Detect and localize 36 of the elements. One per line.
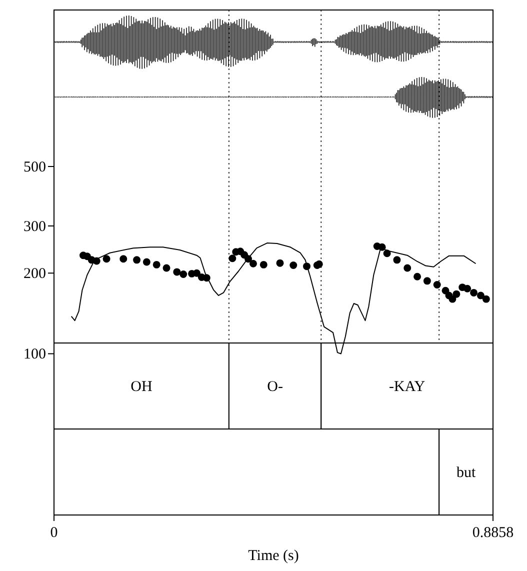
y-tick-label: 300: [24, 218, 46, 235]
point: [452, 290, 460, 298]
point: [192, 269, 200, 277]
point: [276, 259, 284, 267]
point: [423, 277, 431, 285]
x-tick-label: 0: [50, 525, 58, 541]
point: [393, 256, 401, 264]
band-label: but: [456, 465, 476, 481]
point: [249, 260, 257, 268]
point: [404, 264, 412, 272]
band-label: OH: [130, 379, 152, 395]
x-axis-title: Time (s): [248, 548, 299, 564]
band-label: O-: [267, 379, 283, 395]
y-tick-label: 500: [24, 159, 46, 176]
point: [152, 260, 160, 268]
point: [162, 264, 170, 272]
point: [290, 262, 298, 269]
point: [133, 256, 141, 264]
point: [260, 260, 268, 268]
y-tick-label: 200: [24, 266, 46, 282]
point: [464, 284, 472, 292]
point: [470, 288, 478, 296]
point: [142, 258, 150, 266]
x-tick-label: 0.8858: [472, 525, 514, 541]
point: [433, 280, 441, 288]
band-label: -KAY: [389, 379, 426, 395]
point: [448, 295, 456, 303]
point: [120, 255, 128, 263]
point: [173, 268, 181, 276]
point: [476, 292, 484, 300]
point: [180, 270, 188, 278]
point: [414, 272, 422, 280]
y-tick-label: 100: [24, 346, 46, 363]
point: [102, 255, 110, 263]
point: [482, 295, 490, 303]
point: [228, 254, 236, 262]
